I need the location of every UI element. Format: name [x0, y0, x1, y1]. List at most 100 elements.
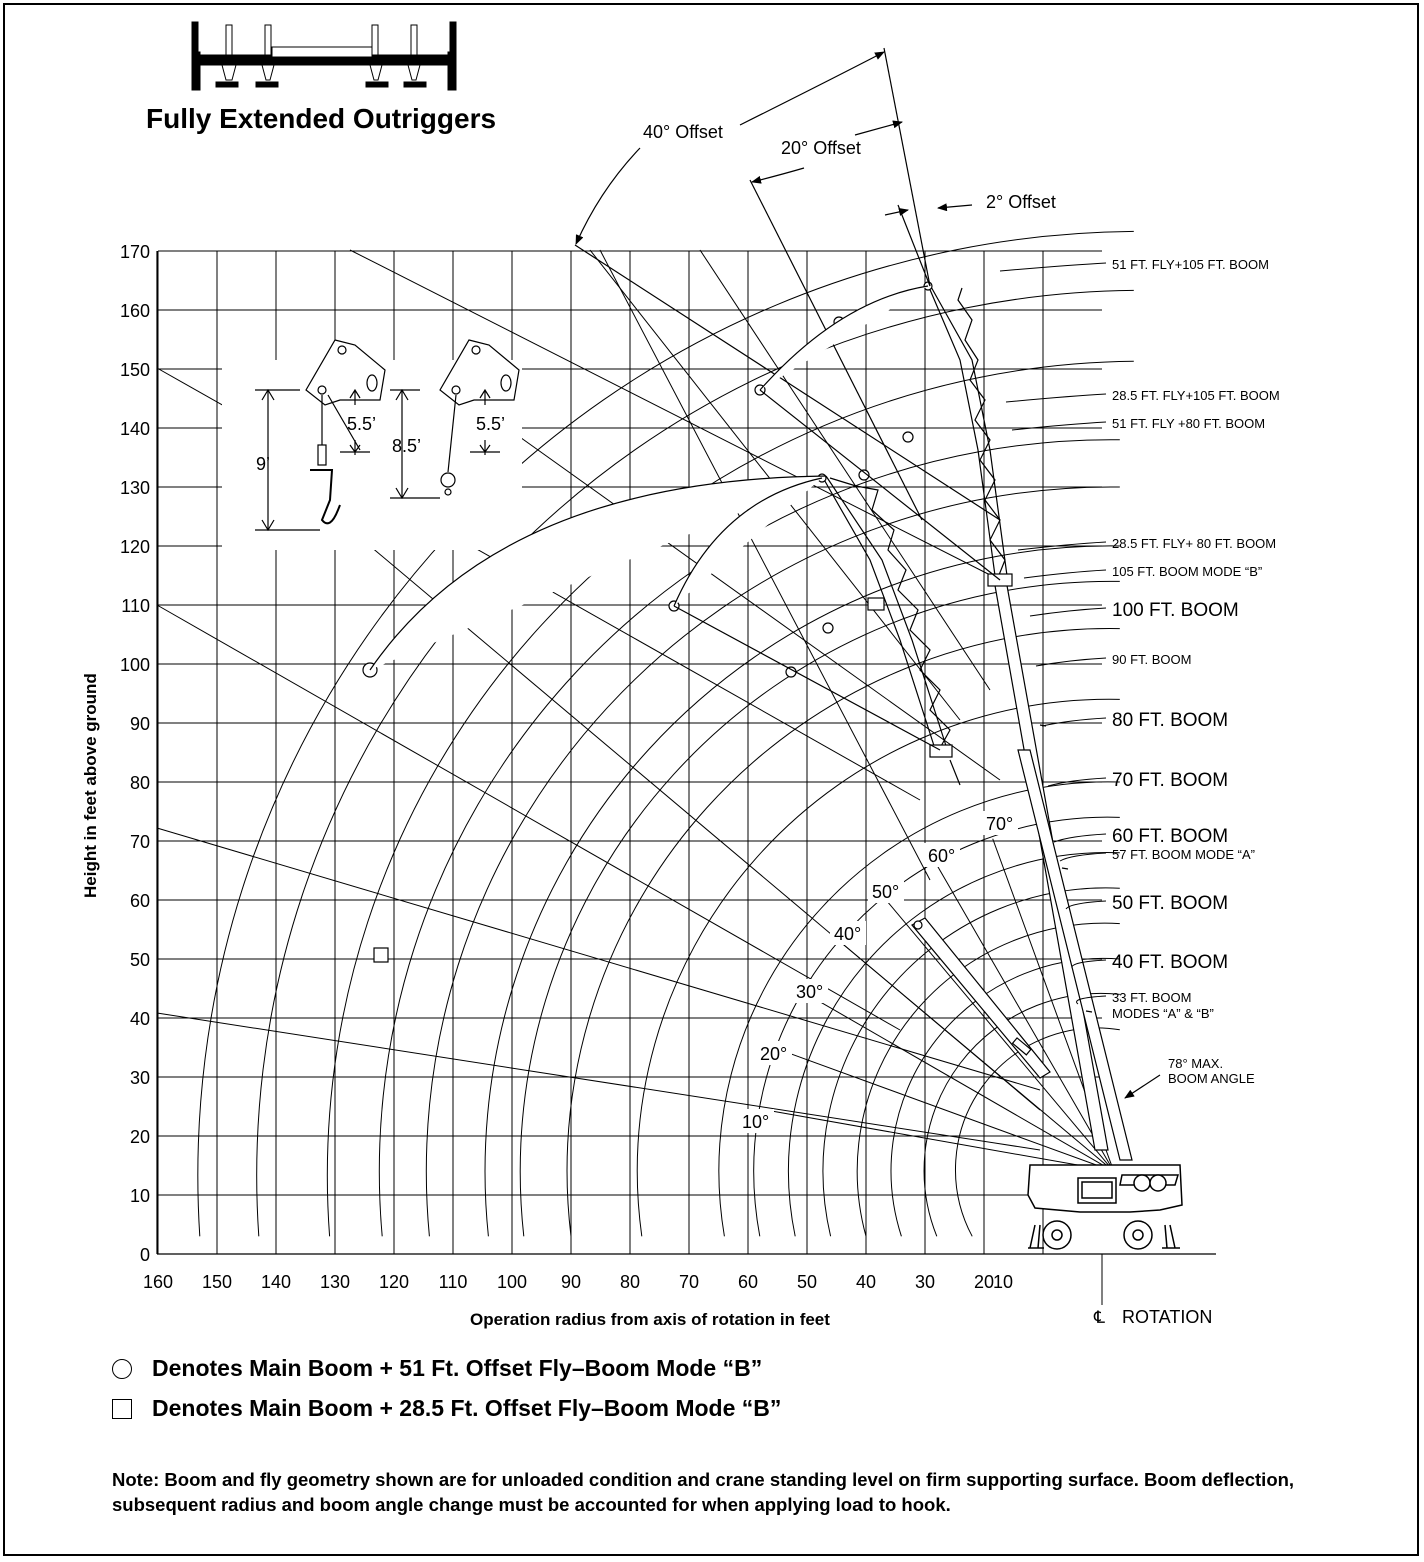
boom-label: 50 FT. BOOM [1112, 893, 1228, 914]
main-boom [993, 579, 1133, 1161]
boom-length-labels: 51 FT. FLY+105 FT. BOOM 28.5 FT. FLY+105 … [999, 257, 1280, 1021]
y-tick-label: 100 [120, 655, 150, 675]
circle-symbol-icon [112, 1359, 132, 1379]
y-tick-label: 10 [130, 1186, 150, 1206]
outrigger-icon [191, 21, 457, 91]
boom-length-arcs [197, 230, 1134, 1237]
y-tick-label: 0 [140, 1245, 150, 1265]
note-text: Note: Boom and fly geometry shown are fo… [112, 1469, 1295, 1515]
y-tick-label: 60 [130, 891, 150, 911]
x-tick-label: 140 [261, 1272, 291, 1292]
boom-label: 70 FT. BOOM [1112, 770, 1228, 791]
x-tick-label: 120 [379, 1272, 409, 1292]
crane-vehicle-icon [1027, 1164, 1183, 1250]
angle-label: 60° [928, 846, 955, 866]
boom-leader-line [1076, 995, 1107, 1005]
max-angle-line2: BOOM ANGLE [1168, 1071, 1255, 1086]
boom-leader-line [1023, 569, 1107, 579]
x-tick-label: 70 [679, 1272, 699, 1292]
y-tick-label: 120 [120, 537, 150, 557]
y-tick-label: 130 [120, 478, 150, 498]
boom-leader-line [1011, 421, 1107, 431]
y-tick-label: 170 [120, 242, 150, 262]
x-tick-label: 50 [797, 1272, 817, 1292]
boom-leader-line [1071, 959, 1107, 969]
y-tick-label: 90 [130, 714, 150, 734]
angle-label-bg [982, 811, 1018, 835]
y-tick-label: 50 [130, 950, 150, 970]
legend-square-text: Denotes Main Boom + 28.5 Ft. Offset Fly–… [152, 1395, 782, 1421]
angle-label-bg [924, 843, 960, 867]
x-tick-label: 110 [439, 1272, 468, 1292]
legend-item-square: Denotes Main Boom + 28.5 Ft. Offset Fly–… [112, 1395, 781, 1422]
boom-label: 100 FT. BOOM [1112, 600, 1239, 621]
boom-label: 90 FT. BOOM [1112, 652, 1191, 667]
boom-label: 105 FT. BOOM MODE “B” [1112, 564, 1262, 579]
y-tick-label: 110 [121, 596, 150, 616]
angle-labels: 10° 20° 30° 40° 50° 60° 70° [738, 811, 1018, 1133]
mode-b-markers [362, 285, 1001, 963]
boom-label: 33 FT. BOOM [1112, 990, 1191, 1005]
angle-label-bg [830, 921, 866, 945]
max-angle-line1: 78° MAX. [1168, 1056, 1223, 1071]
x-tick-label: 100 [497, 1272, 527, 1292]
boom-leader-line [1065, 900, 1107, 910]
boom-label: 51 FT. FLY +80 FT. BOOM [1112, 416, 1265, 431]
y-tick-label: 80 [130, 773, 150, 793]
x-tick-label: 60 [738, 1272, 758, 1292]
boom-leader-line [1035, 657, 1107, 667]
angle-label-bg [756, 1041, 792, 1065]
y-tick-label: 150 [120, 360, 150, 380]
x-tick-label: 160 [143, 1272, 173, 1292]
boom-leader-line [1017, 541, 1107, 551]
angle-label: 30° [796, 982, 823, 1002]
y-tick-label: 70 [130, 832, 150, 852]
x-tick-label: 90 [561, 1272, 581, 1292]
y-tick-label: 160 [120, 301, 150, 321]
x-tick-label: 30 [915, 1272, 935, 1292]
boom-leader-line [1005, 393, 1107, 403]
page-frame [3, 3, 1419, 1556]
x-tick-label: 10 [993, 1272, 1013, 1292]
angle-label: 40° [834, 924, 861, 944]
boom-label: 80 FT. BOOM [1112, 710, 1228, 731]
boom-leader-line [1041, 717, 1107, 727]
legend-circle-text: Denotes Main Boom + 51 Ft. Offset Fly–Bo… [152, 1355, 763, 1381]
boom-label: MODES “A” & “B” [1112, 1006, 1214, 1021]
y-tick-label: 30 [130, 1068, 150, 1088]
boom-label: 57 FT. BOOM MODE “A” [1112, 847, 1255, 862]
y-tick-labels: 1701601501401301201101009080706050403020… [120, 242, 150, 1265]
boom-leader-line [1053, 833, 1107, 843]
x-tick-label: 80 [620, 1272, 640, 1292]
axes [156, 251, 1216, 1305]
angle-label: 70° [986, 814, 1013, 834]
boom-label: 40 FT. BOOM [1112, 952, 1228, 973]
y-tick-label: 140 [120, 419, 150, 439]
x-tick-label: 20 [974, 1272, 994, 1292]
angle-label-bg [868, 879, 904, 903]
x-tick-label: 130 [320, 1272, 350, 1292]
y-axis-label: Height in feet above ground [81, 673, 100, 898]
boom-leader-line [1029, 607, 1107, 617]
rotation-symbol: ℄ [1093, 1308, 1105, 1327]
offset-indicators [574, 47, 1001, 521]
hook-total-height: 9’ [256, 454, 270, 474]
angle-label: 50° [872, 882, 899, 902]
offset-20-label: 20° Offset [781, 138, 861, 158]
short-boom [911, 917, 1051, 1079]
boom-leader-line [1047, 777, 1107, 787]
hook-block-inset [305, 339, 520, 525]
angle-label-bg [738, 1109, 774, 1133]
offset-2-label: 2° Offset [986, 192, 1056, 212]
x-axis-label: Operation radius from axis of rotation i… [470, 1310, 830, 1329]
fly-jib-upper [923, 281, 1013, 587]
y-tick-label: 40 [130, 1009, 150, 1029]
boom-leader-line [999, 262, 1107, 272]
y-tick-label: 20 [130, 1127, 150, 1147]
boom-label: 28.5 FT. FLY+ 80 FT. BOOM [1112, 536, 1276, 551]
ball-total-height: 8.5’ [392, 436, 421, 456]
hook-block-height: 5.5’ [347, 414, 376, 434]
x-tick-label: 40 [856, 1272, 876, 1292]
